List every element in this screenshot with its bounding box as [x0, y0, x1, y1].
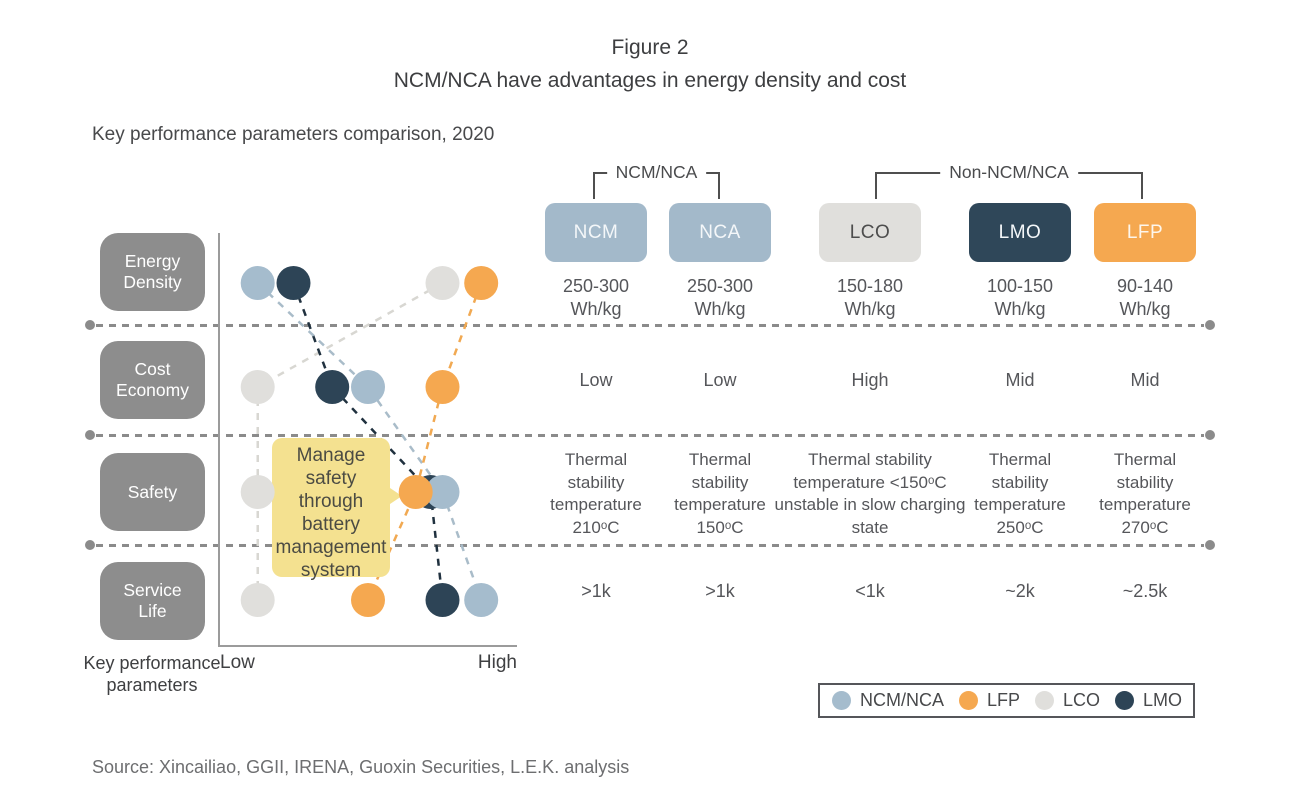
- legend-item-lfp: LFP: [959, 690, 1020, 711]
- dot-lmo-service-life: [425, 583, 460, 617]
- service-life-lfp: ~2.5k: [1122, 581, 1168, 601]
- cost-economy-nca: Low: [703, 370, 737, 390]
- dot-lco-safety: [240, 475, 275, 509]
- energy-value: 90-140: [1116, 276, 1174, 296]
- trend-line-lfp: [366, 282, 483, 601]
- source-note: Source: Xincailiao, GGII, IRENA, Guoxin …: [92, 757, 630, 777]
- energy-density-nca: 250-300 Wh/kg: [655, 275, 785, 321]
- legend-dot-lmo: [1115, 691, 1135, 710]
- legend-dot-lco: [1035, 691, 1055, 710]
- dot-ncm-nca-safety: [425, 475, 460, 509]
- dot-lfp-safety: [398, 475, 433, 509]
- group-bracket-non-ncm-nca: Non-NCM/NCA: [875, 162, 1143, 199]
- safety-lfp: Thermal stability temperature 270ᵒC: [1099, 450, 1191, 537]
- annotation-text: Manage safety through battery management syst…: [276, 445, 388, 581]
- energy-unit: Wh/kg: [570, 299, 622, 319]
- param-box-cost-economy: Cost Economy: [100, 341, 205, 419]
- group-label-non-ncm-nca: Non-NCM/NCA: [940, 162, 1078, 183]
- chip-nca: NCA: [669, 203, 771, 262]
- bracket-tick: [718, 172, 720, 199]
- param-box-safety: Safety: [100, 453, 205, 531]
- row-separator: [85, 320, 1215, 329]
- cost-economy-lmo: Mid: [1005, 370, 1035, 390]
- legend-item-lmo: LMO: [1115, 690, 1182, 711]
- legend-label: LMO: [1143, 690, 1183, 710]
- dot-lco-service-life: [240, 583, 275, 617]
- service-life-nca: >1k: [705, 581, 735, 601]
- safety-lmo: Thermal stability temperature 250ᵒC: [974, 450, 1066, 537]
- figure-title: NCM/NCA have advantages in energy densit…: [393, 69, 907, 92]
- legend: NCM/NCA LFP LCO LMO: [818, 683, 1195, 718]
- annotation-pointer: [390, 488, 402, 504]
- dot-lco-energy-density: [425, 266, 460, 300]
- dot-lco-cost-economy: [240, 370, 275, 404]
- param-box-service-life: Service Life: [100, 562, 205, 640]
- figure-label: Figure 2: [611, 36, 689, 59]
- energy-value: 150-180: [836, 276, 904, 296]
- row-separator: [85, 540, 1215, 549]
- energy-density-lco: 150-180 Wh/kg: [805, 275, 935, 321]
- trend-line-lco: [256, 281, 444, 600]
- dot-lfp-energy-density: [464, 266, 499, 300]
- legend-label: LCO: [1063, 690, 1101, 710]
- x-axis-high-label: High: [478, 652, 517, 673]
- trend-line-ncm/nca: [256, 282, 483, 601]
- bracket-tick: [593, 172, 595, 199]
- service-life-ncm: >1k: [581, 581, 611, 601]
- group-bracket-ncm-nca: NCM/NCA: [593, 162, 720, 199]
- legend-item-ncm-nca: NCM/NCA: [832, 690, 944, 711]
- bracket-tick: [875, 172, 877, 199]
- dot-ncm-nca-service-life: [464, 583, 499, 617]
- energy-unit: Wh/kg: [694, 299, 746, 319]
- trend-line-lmo: [292, 282, 444, 601]
- chip-lco: LCO: [819, 203, 921, 262]
- legend-dot-ncm-nca: [832, 691, 851, 710]
- safety-nca: Thermal stability temperature 150ᵒC: [674, 450, 766, 537]
- cost-economy-lco: High: [851, 370, 889, 390]
- param-box-energy-density: Energy Density: [100, 233, 205, 311]
- chip-ncm: NCM: [545, 203, 647, 262]
- bracket-tick: [1141, 172, 1143, 199]
- dot-lfp-service-life: [351, 583, 385, 617]
- figure-subtitle: Key performance parameters comparison, 2…: [92, 124, 495, 145]
- energy-unit: Wh/kg: [1119, 299, 1171, 319]
- energy-density-lmo: 100-150 Wh/kg: [955, 275, 1085, 321]
- chip-lfp: LFP: [1094, 203, 1196, 262]
- dot-ncm-nca-cost-economy: [351, 370, 385, 404]
- dot-lmo-cost-economy: [315, 370, 350, 404]
- legend-dot-lfp: [959, 691, 978, 710]
- energy-value: 250-300: [562, 276, 630, 296]
- y-axis-title: Key performance parameters: [83, 653, 221, 695]
- dot-lfp-cost-economy: [425, 370, 460, 404]
- row-separator: [85, 430, 1215, 439]
- chip-lmo: LMO: [969, 203, 1071, 262]
- safety-lco: Thermal stability temperature <150ᵒC uns…: [774, 450, 966, 537]
- energy-value: 100-150: [986, 276, 1054, 296]
- group-label-ncm-nca: NCM/NCA: [606, 162, 707, 183]
- dot-lmo-safety: [413, 475, 448, 509]
- annotation-box: [272, 438, 390, 577]
- energy-value: 250-300: [686, 276, 754, 296]
- legend-label: NCM/NCA: [860, 690, 944, 710]
- legend-item-lco: LCO: [1035, 690, 1100, 711]
- safety-ncm: Thermal stability temperature 210ᵒC: [550, 450, 642, 537]
- cost-economy-lfp: Mid: [1130, 370, 1160, 390]
- service-life-lmo: ~2k: [1005, 581, 1035, 601]
- energy-density-lfp: 90-140 Wh/kg: [1080, 275, 1210, 321]
- dot-lmo-energy-density: [276, 266, 311, 300]
- legend-label: LFP: [987, 690, 1021, 710]
- dot-ncm-nca-energy-density: [240, 266, 275, 300]
- energy-unit: Wh/kg: [844, 299, 896, 319]
- energy-unit: Wh/kg: [994, 299, 1046, 319]
- service-life-lco: <1k: [855, 581, 885, 601]
- energy-density-ncm: 250-300 Wh/kg: [531, 275, 661, 321]
- cost-economy-ncm: Low: [579, 370, 613, 390]
